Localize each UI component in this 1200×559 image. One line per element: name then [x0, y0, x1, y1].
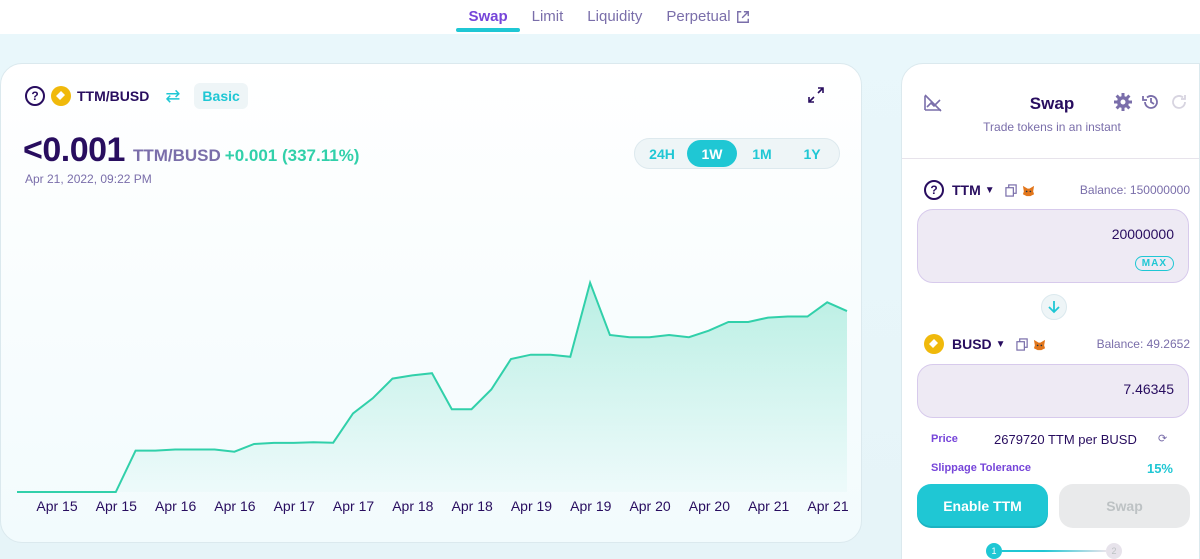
- from-token-row: ? TTM ▼ Balance: 150000000: [924, 180, 1190, 200]
- nav-limit[interactable]: Limit: [520, 0, 576, 34]
- swap-panel: Swap Trade tokens in an instant ?: [901, 63, 1200, 559]
- step-2: 2: [1106, 543, 1122, 559]
- x-tick-label: Apr 15: [96, 498, 137, 514]
- nav-limit-label: Limit: [531, 8, 564, 25]
- gear-icon[interactable]: [1113, 92, 1133, 112]
- swap-panel-header: Swap Trade tokens in an instant: [902, 64, 1199, 159]
- to-balance: Balance: 49.2652: [1096, 337, 1190, 351]
- switch-direction-button[interactable]: [1041, 294, 1067, 320]
- external-link-icon: [736, 11, 749, 23]
- x-tick-label: Apr 21: [748, 498, 789, 514]
- refresh-icon[interactable]: [1169, 92, 1189, 112]
- timeframe-1w[interactable]: 1W: [687, 140, 737, 167]
- x-tick-label: Apr 18: [392, 498, 433, 514]
- x-tick-label: Apr 18: [452, 498, 493, 514]
- top-navigation: Swap Limit Liquidity Perpetual: [0, 0, 1200, 34]
- x-tick-label: Apr 17: [274, 498, 315, 514]
- nav-liquidity[interactable]: Liquidity: [575, 0, 654, 34]
- to-token-selector[interactable]: BUSD: [952, 336, 992, 352]
- from-amount-field[interactable]: 20000000 MAX: [917, 209, 1189, 283]
- price-pair-label: TTM/BUSD: [132, 146, 221, 165]
- chart-area-fill: [17, 282, 847, 492]
- swap-pair-arrows-icon[interactable]: ⇄: [165, 85, 181, 106]
- busd-token-icon: [924, 334, 944, 354]
- nav-perpetual-label: Perpetual: [666, 8, 731, 25]
- to-amount-value: 7.46345: [1123, 381, 1174, 397]
- price-datetime: Apr 21, 2022, 09:22 PM: [25, 172, 152, 186]
- swap-button[interactable]: Swap: [1059, 484, 1190, 528]
- to-token-row: BUSD ▼ Balance: 49.2652: [924, 334, 1190, 354]
- from-token-selector[interactable]: TTM: [952, 182, 981, 198]
- chart-toggle-icon[interactable]: [922, 92, 944, 114]
- copy-icon[interactable]: [1015, 337, 1029, 351]
- price-summary: <0.001 TTM/BUSD +0.001 (337.11%): [23, 131, 359, 170]
- timeframe-24h[interactable]: 24H: [649, 145, 675, 162]
- basic-mode-button[interactable]: Basic: [194, 83, 248, 109]
- swap-title: Swap: [1029, 94, 1075, 113]
- price-change: +0.001 (337.11%): [224, 146, 360, 165]
- nav-liquidity-label: Liquidity: [587, 8, 643, 25]
- metamask-fox-icon[interactable]: [1033, 338, 1046, 351]
- x-tick-label: Apr 15: [36, 498, 77, 514]
- slippage-value[interactable]: 15%: [1146, 461, 1173, 476]
- timeframe-1m[interactable]: 1M: [752, 145, 772, 162]
- step-progress-line: [1002, 550, 1106, 552]
- from-amount-value: 20000000: [1111, 226, 1174, 242]
- arrow-down-icon: [1048, 301, 1060, 314]
- pair-label: TTM/BUSD: [77, 88, 150, 104]
- nav-swap-label: Swap: [468, 8, 508, 25]
- invert-price-icon[interactable]: ⟳: [1158, 433, 1168, 445]
- to-amount-field[interactable]: 7.46345: [917, 364, 1189, 418]
- nav-swap[interactable]: Swap: [456, 0, 520, 34]
- x-tick-label: Apr 20: [689, 498, 730, 514]
- current-price: <0.001: [23, 131, 125, 169]
- max-button[interactable]: MAX: [1134, 256, 1174, 271]
- unknown-token-icon: ?: [25, 86, 45, 106]
- metamask-fox-icon[interactable]: [1022, 184, 1035, 197]
- x-tick-label: Apr 16: [214, 498, 255, 514]
- slippage-label: Slippage Tolerance: [931, 462, 1032, 474]
- timeframe-selector: 24H 1W 1M 1Y: [634, 138, 840, 169]
- busd-token-icon: [51, 86, 71, 106]
- enable-token-button[interactable]: Enable TTM: [917, 484, 1048, 528]
- expand-icon[interactable]: [807, 86, 825, 104]
- price-chart: Apr 15 Apr 15 Apr 16 Apr 16 Apr 17 Apr 17 Apr …: [16, 279, 849, 514]
- chart-price-line: [17, 279, 848, 493]
- price-value: 2679720 TTM per BUSD: [994, 432, 1137, 447]
- copy-icon[interactable]: [1004, 183, 1018, 197]
- x-tick-label: Apr 17: [333, 498, 374, 514]
- x-tick-label: Apr 21: [807, 498, 848, 514]
- chevron-down-icon[interactable]: ▼: [984, 184, 995, 196]
- history-icon[interactable]: [1141, 92, 1161, 112]
- pair-selector-row: ? TTM/BUSD ⇄ Basic: [25, 83, 248, 109]
- price-label: Price: [931, 433, 958, 445]
- price-chart-card: Apr 15 Apr 15 Apr 16 Apr 16 Apr 17 Apr 17 Apr …: [0, 63, 862, 543]
- x-tick-label: Apr 20: [629, 498, 670, 514]
- x-tick-label: Apr 19: [570, 498, 611, 514]
- chevron-down-icon[interactable]: ▼: [995, 338, 1006, 350]
- nav-perpetual[interactable]: Perpetual: [654, 0, 761, 34]
- step-1: 1: [986, 543, 1002, 559]
- x-tick-label: Apr 19: [511, 498, 552, 514]
- swap-subtitle: Trade tokens in an instant: [983, 120, 1121, 134]
- timeframe-1y[interactable]: 1Y: [803, 145, 821, 162]
- approval-steps: 1 2: [984, 541, 1124, 559]
- from-balance: Balance: 150000000: [1079, 183, 1190, 197]
- x-tick-label: Apr 16: [155, 498, 196, 514]
- ttm-token-icon: ?: [924, 180, 944, 200]
